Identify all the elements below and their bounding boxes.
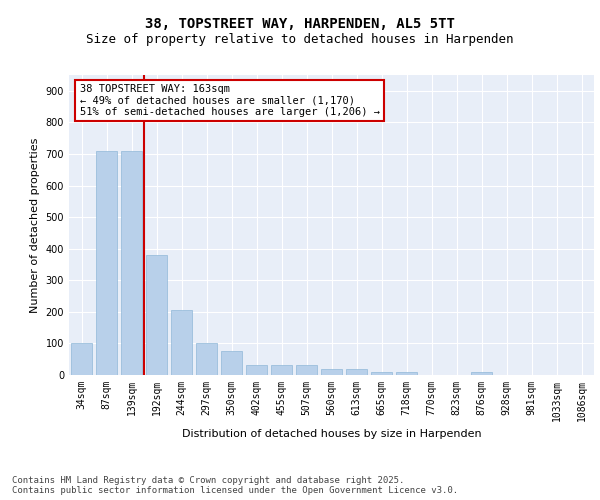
Bar: [471, 372, 492, 375]
Bar: [321, 370, 342, 375]
Bar: [296, 364, 317, 375]
Bar: [396, 372, 417, 375]
Bar: [346, 370, 367, 375]
Bar: [96, 151, 117, 375]
Y-axis label: Number of detached properties: Number of detached properties: [30, 138, 40, 312]
Bar: [271, 364, 292, 375]
Bar: [171, 310, 192, 375]
Bar: [371, 372, 392, 375]
Text: Contains HM Land Registry data © Crown copyright and database right 2025.
Contai: Contains HM Land Registry data © Crown c…: [12, 476, 458, 495]
Bar: [246, 365, 267, 375]
Bar: [121, 151, 142, 375]
Bar: [221, 352, 242, 375]
Text: 38, TOPSTREET WAY, HARPENDEN, AL5 5TT: 38, TOPSTREET WAY, HARPENDEN, AL5 5TT: [145, 18, 455, 32]
Text: 38 TOPSTREET WAY: 163sqm
← 49% of detached houses are smaller (1,170)
51% of sem: 38 TOPSTREET WAY: 163sqm ← 49% of detach…: [79, 84, 380, 117]
X-axis label: Distribution of detached houses by size in Harpenden: Distribution of detached houses by size …: [182, 430, 481, 440]
Bar: [146, 255, 167, 375]
Bar: [71, 344, 92, 375]
Text: Size of property relative to detached houses in Harpenden: Size of property relative to detached ho…: [86, 32, 514, 46]
Bar: [196, 344, 217, 375]
